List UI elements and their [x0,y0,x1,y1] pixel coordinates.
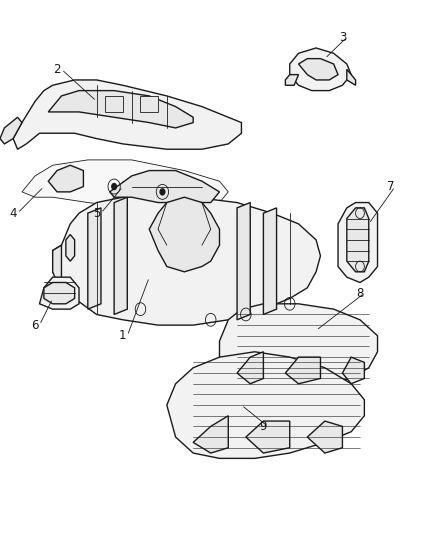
Polygon shape [237,352,263,384]
Polygon shape [110,171,219,203]
Polygon shape [48,91,193,128]
Polygon shape [88,208,101,309]
Circle shape [111,183,117,190]
Polygon shape [346,69,355,85]
Polygon shape [289,48,350,91]
FancyBboxPatch shape [140,96,158,112]
Polygon shape [48,165,83,192]
Text: 2: 2 [53,63,61,76]
Polygon shape [285,75,298,85]
Text: 7: 7 [386,180,394,193]
Polygon shape [53,245,61,282]
Polygon shape [237,203,250,320]
Polygon shape [44,282,74,304]
Polygon shape [285,357,320,384]
Polygon shape [13,80,241,149]
Polygon shape [66,235,74,261]
Text: 8: 8 [356,287,363,300]
Text: 1: 1 [119,329,127,342]
Polygon shape [219,304,377,389]
FancyBboxPatch shape [105,96,123,112]
Polygon shape [0,117,22,144]
Circle shape [159,188,165,196]
Polygon shape [22,160,228,208]
Polygon shape [57,192,320,325]
Polygon shape [307,421,342,453]
Polygon shape [263,208,276,314]
Text: 9: 9 [259,420,267,433]
Polygon shape [298,59,337,80]
Polygon shape [193,416,228,453]
Polygon shape [53,245,74,304]
Polygon shape [39,277,79,309]
Text: 4: 4 [9,207,17,220]
Polygon shape [342,357,364,384]
Polygon shape [166,352,364,458]
Polygon shape [346,208,368,272]
Text: 6: 6 [31,319,39,332]
Text: 5: 5 [93,207,100,220]
Polygon shape [245,421,289,453]
Polygon shape [337,203,377,282]
Text: 3: 3 [338,31,345,44]
Polygon shape [149,197,219,272]
Polygon shape [114,197,127,314]
